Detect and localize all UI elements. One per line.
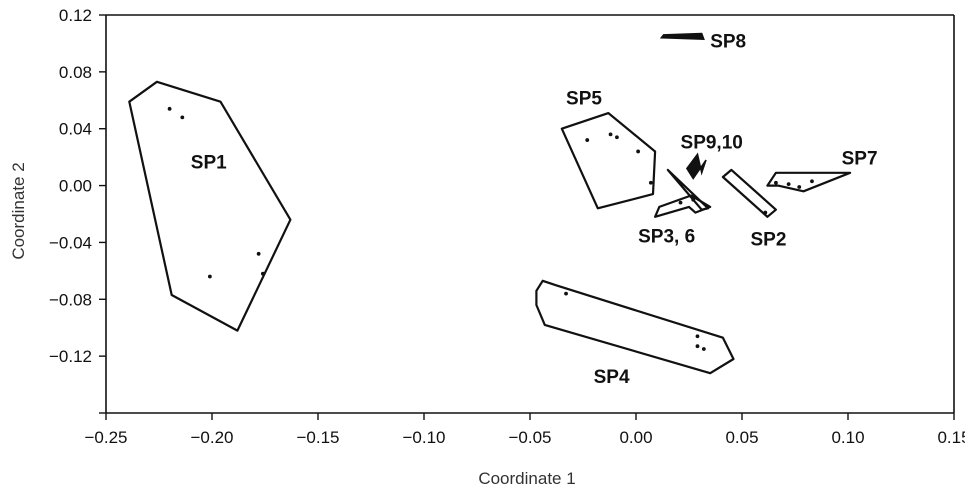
label-sp3-6: SP3, 6 bbox=[638, 226, 695, 247]
point-sp5-0 bbox=[585, 138, 590, 142]
point-sp2-0 bbox=[763, 210, 768, 215]
point-sp4-0 bbox=[564, 291, 568, 296]
point-sp7-0 bbox=[774, 180, 778, 185]
point-sp7-2 bbox=[797, 185, 802, 189]
group-sp2: SP2 bbox=[721, 168, 786, 250]
point-sp4-3 bbox=[701, 347, 706, 351]
hull-sp2 bbox=[721, 168, 778, 218]
point-sp1-4 bbox=[207, 274, 212, 279]
x-tick-label-8: 0.15 bbox=[937, 428, 965, 447]
axes: −0.25 −0.20 −0.15 −0.10 −0.05 0.00 0.05 0.10 0.1… bbox=[49, 6, 965, 447]
plot-area: SP1 SP5 SP9,10 SP7 SP2 SP3, 6 SP8 SP4 bbox=[128, 32, 878, 388]
point-sp7-3 bbox=[810, 179, 814, 184]
point-sp3-6-1 bbox=[691, 197, 696, 202]
x-tick-label-0: −0.25 bbox=[84, 428, 127, 447]
label-sp4: SP4 bbox=[594, 367, 630, 388]
hull-sp4 bbox=[535, 279, 735, 375]
group-sp4: SP4 bbox=[535, 279, 735, 388]
group-sp7: SP7 bbox=[766, 148, 878, 193]
y-tick-label-1: 0.08 bbox=[59, 63, 92, 82]
y-tick-label-3: 0.00 bbox=[59, 177, 92, 196]
y-tick-label-5: −0.08 bbox=[49, 290, 92, 309]
x-tick-label-5: 0.00 bbox=[619, 428, 652, 447]
x-tick-label-3: −0.10 bbox=[402, 428, 445, 447]
point-sp7-1 bbox=[786, 182, 791, 187]
y-tick-label-0: 0.12 bbox=[59, 6, 92, 25]
x-tick-label-4: −0.05 bbox=[508, 428, 551, 447]
point-sp1-0 bbox=[167, 106, 172, 111]
point-sp1-3 bbox=[260, 271, 265, 276]
group-sp1: SP1 bbox=[128, 80, 292, 332]
hull-sp8 bbox=[659, 32, 705, 40]
point-sp5-3 bbox=[636, 149, 641, 154]
label-sp5: SP5 bbox=[566, 89, 602, 110]
x-tick-label-7: 0.10 bbox=[831, 428, 864, 447]
y-tick-label-6: −0.12 bbox=[49, 347, 92, 366]
hull-sp5 bbox=[560, 111, 657, 210]
hull-sp1 bbox=[128, 80, 292, 332]
x-tick-label-1: −0.20 bbox=[190, 428, 233, 447]
group-sp3-6: SP3, 6 bbox=[638, 168, 712, 247]
label-sp7: SP7 bbox=[842, 148, 878, 169]
label-sp1: SP1 bbox=[191, 153, 227, 174]
point-sp1-1 bbox=[180, 115, 185, 120]
hull-sp3-6-b bbox=[666, 168, 710, 211]
x-tick-label-6: 0.05 bbox=[725, 428, 758, 447]
point-sp4-1 bbox=[695, 334, 700, 339]
label-sp8: SP8 bbox=[710, 32, 746, 53]
point-sp5-2 bbox=[615, 135, 619, 140]
label-sp9-10: SP9,10 bbox=[681, 133, 743, 154]
group-sp5: SP5 bbox=[560, 89, 657, 210]
hull-sp3-6 bbox=[653, 194, 712, 218]
point-sp4-2 bbox=[695, 344, 700, 349]
hull-sp7 bbox=[766, 171, 852, 193]
x-tick-label-2: −0.15 bbox=[296, 428, 339, 447]
group-sp8: SP8 bbox=[659, 32, 746, 53]
y-axis-title: Coordinate 2 bbox=[9, 162, 28, 259]
point-sp1-2 bbox=[256, 251, 261, 256]
hull-sp9-10 bbox=[685, 152, 707, 180]
y-tick-label-4: −0.04 bbox=[49, 233, 92, 252]
point-sp5-1 bbox=[608, 132, 613, 137]
group-sp9-10: SP9,10 bbox=[681, 133, 743, 180]
x-axis-title: Coordinate 1 bbox=[478, 469, 575, 488]
point-sp5-4 bbox=[648, 180, 653, 185]
point-sp3-6-0 bbox=[678, 200, 683, 205]
y-tick-label-2: 0.04 bbox=[59, 120, 92, 139]
label-sp2: SP2 bbox=[750, 229, 786, 250]
